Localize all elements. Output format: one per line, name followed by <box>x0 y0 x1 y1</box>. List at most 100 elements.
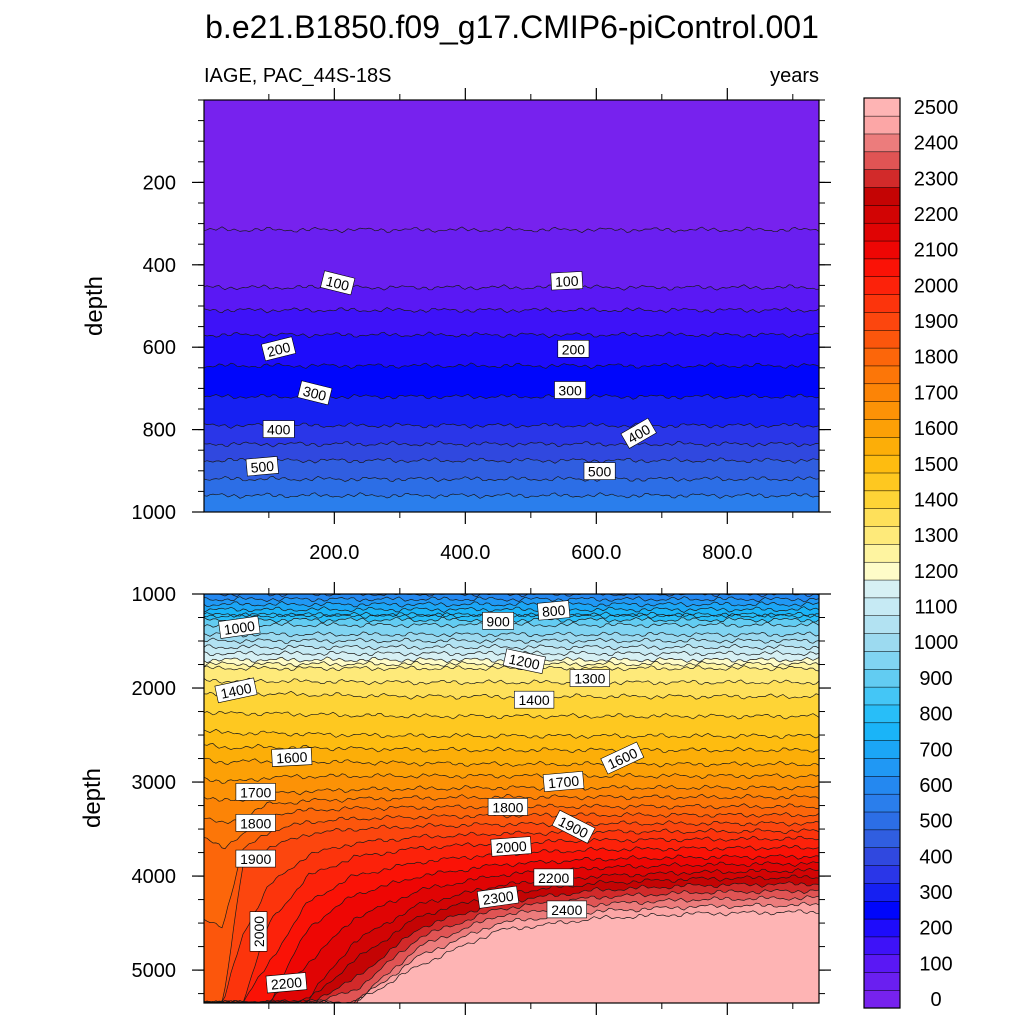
bottom-contour-650 <box>204 596 819 603</box>
colorbar-box-1750 <box>863 365 901 385</box>
colorbar-box-400 <box>863 847 901 866</box>
top-contour-500 <box>204 476 819 482</box>
bottom-contour-label-text: 1700 <box>547 773 580 792</box>
bottom-contour-600 <box>204 594 819 598</box>
bottom-contour-label-1700: 1700 <box>235 783 276 801</box>
bottom-contour-1950 <box>204 828 819 1003</box>
bottom-contour-label-text: 800 <box>541 602 566 620</box>
bottom-contour-label-text: 900 <box>486 613 510 629</box>
bottom-contour-2350 <box>204 889 819 1003</box>
bottom-contour-700 <box>204 600 819 608</box>
colorbar-tick-label: 400 <box>919 846 952 868</box>
bottom-contour-label-box <box>569 669 610 687</box>
xtick-label: 800.0 <box>702 542 752 564</box>
top-contour-label-300: 300 <box>297 380 333 406</box>
colorbar-tick-label: 800 <box>919 704 952 726</box>
top-ytick-label: 200 <box>143 172 176 194</box>
bottom-contour-label-1000: 1000 <box>218 615 261 639</box>
top-contour-label-box <box>320 270 356 296</box>
bottom-contour-label-1300: 1300 <box>569 669 610 687</box>
bottom-contour-label-box <box>490 836 532 857</box>
top-contour-550 <box>204 492 819 499</box>
top-contour-label-100: 100 <box>320 270 356 296</box>
bottom-contour-label-text: 1600 <box>276 749 308 767</box>
bottom-contour-label-box <box>502 648 546 674</box>
colorbar-box-1450 <box>863 472 901 492</box>
bottom-contour-2500 <box>204 909 819 1003</box>
top-contour-label-400: 400 <box>262 420 295 438</box>
bottom-contour-label-box <box>265 972 308 994</box>
bottom-contour-label-box <box>271 747 313 767</box>
bottom-contour-label-1600: 1600 <box>271 747 313 767</box>
top-ylabel: depth <box>81 276 108 336</box>
colorbar-box-100 <box>863 954 901 973</box>
bottom-contour-label-text: 1800 <box>492 799 523 815</box>
top-contour-label-300: 300 <box>554 381 586 399</box>
colorbar-box-1150 <box>863 579 901 599</box>
colorbar-tick-label: 1900 <box>914 311 959 333</box>
colorbar-tick-label: 0 <box>930 989 941 1011</box>
bottom-panel-frame <box>203 593 820 1004</box>
bottom-contour-label-text: 2400 <box>551 902 582 918</box>
bottom-contour-label-1700: 1700 <box>542 770 585 793</box>
bottom-contour-label-box <box>235 814 276 832</box>
bottom-contour-1700 <box>204 784 819 802</box>
colorbar-tick-label: 1000 <box>914 632 959 654</box>
chart-title: b.e21.B1850.f09_g17.CMIP6-piControl.001 <box>205 9 819 45</box>
top-contour-50 <box>204 226 819 234</box>
top-contour-label-box <box>583 462 616 480</box>
colorbar-box-300 <box>863 882 901 902</box>
colorbar-tick-label: 1700 <box>914 382 959 404</box>
colorbar-box-650 <box>863 757 901 777</box>
colorbar-box-1700 <box>863 383 901 402</box>
top-contour-label-box <box>297 380 333 406</box>
colorbar-box-0 <box>863 989 901 1009</box>
xtick-label: 200.0 <box>309 542 359 564</box>
bottom-contour-label-box <box>600 741 645 775</box>
top-contour-label-500: 500 <box>245 456 279 477</box>
bottom-contour-label-text: 2200 <box>270 974 303 993</box>
bottom-contour-label-box <box>513 690 555 709</box>
bottom-contour-1650 <box>204 773 819 784</box>
top-contour-label-text: 100 <box>555 273 579 290</box>
colorbar-box-500 <box>863 811 901 831</box>
colorbar-box-200 <box>863 918 901 938</box>
bottom-contour-1900 <box>204 820 819 1003</box>
colorbar-box-2450 <box>863 115 901 135</box>
colorbar-box-700 <box>863 740 901 759</box>
colorbar-tick-label: 1400 <box>914 490 959 512</box>
colorbar-box-950 <box>863 650 901 670</box>
colorbar-box-1200 <box>863 561 901 581</box>
top-contour-label-text: 200 <box>265 339 292 360</box>
bottom-contour-1000 <box>204 631 819 638</box>
bottom-contour-label-2200: 2200 <box>533 868 574 887</box>
bottom-contour-2150 <box>204 861 819 1003</box>
colorbar-box-1100 <box>863 597 901 616</box>
bottom-contour-1050 <box>204 637 819 644</box>
top-ytick-label: 400 <box>143 255 176 277</box>
top-contour-200 <box>204 331 819 339</box>
colorbar-box-750 <box>863 722 901 741</box>
bottom-contour-2100 <box>204 854 819 1003</box>
colorbar-tick-label: 1200 <box>914 561 959 583</box>
bottom-contour-label-1900: 1900 <box>235 849 276 868</box>
bottom-contour-label-2400: 2400 <box>546 900 587 919</box>
bottom-contour-label-text: 2000 <box>251 916 267 947</box>
colorbar-box-1600 <box>863 418 901 438</box>
bottom-contour-label-text: 1700 <box>240 784 271 800</box>
colorbar-box-2300 <box>863 169 901 188</box>
colorbar-box-1650 <box>863 401 901 420</box>
bottom-contour-1500 <box>204 728 819 739</box>
bottom-contour-1300 <box>204 665 819 672</box>
bottom-ytick-label: 4000 <box>132 866 177 888</box>
bottom-contour-label-box <box>249 911 268 952</box>
colorbar-box-1250 <box>863 543 901 563</box>
top-contour-450 <box>204 457 819 464</box>
bottom-contour-label-box <box>218 615 261 639</box>
bottom-contour-label-1800: 1800 <box>487 798 528 816</box>
bottom-contour-1550 <box>204 743 819 754</box>
top-contour-label-box <box>261 336 297 362</box>
colorbar-box-900 <box>863 668 901 688</box>
bottom-contour-2200 <box>204 868 819 1003</box>
top-contour-label-500: 500 <box>583 462 616 480</box>
